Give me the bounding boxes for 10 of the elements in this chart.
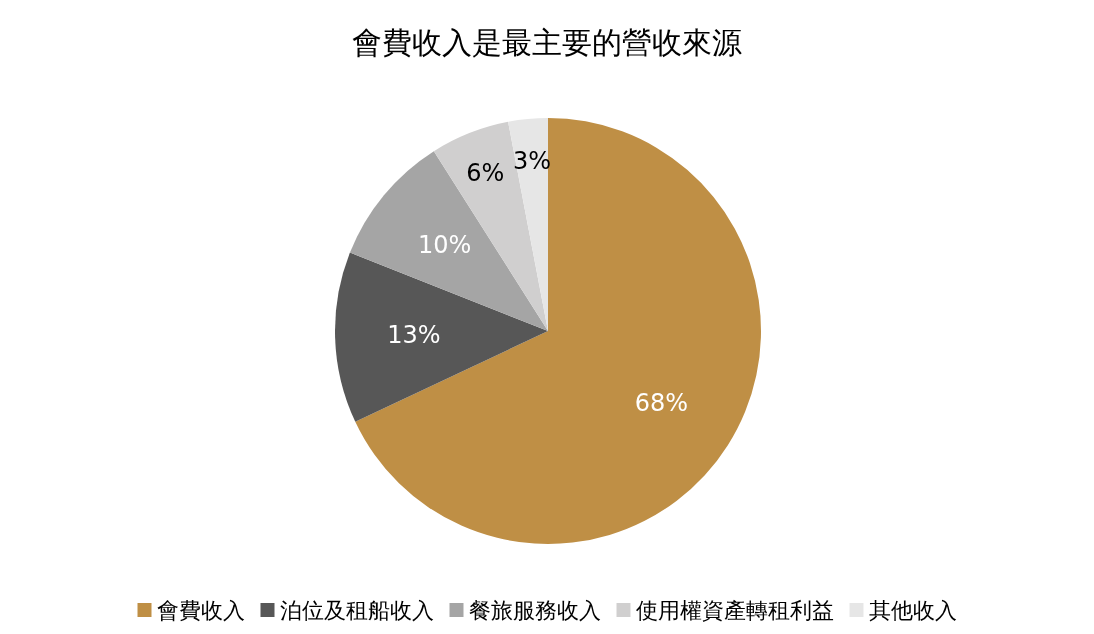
data-label: 10%	[417, 231, 472, 260]
data-label: 13%	[387, 321, 441, 350]
legend-label: 使用權資產轉租利益	[635, 597, 834, 623]
legend-label: 泊位及租船收入	[279, 597, 434, 623]
legend-label: 會費收入	[156, 597, 245, 623]
data-label: 68%	[634, 388, 688, 417]
legend-label: 其他收入	[868, 597, 957, 623]
chart-title: 會費收入是最主要的營收來源	[352, 24, 742, 60]
legend-label: 餐旅服務收入	[468, 597, 601, 623]
data-label: 6%	[466, 158, 505, 187]
